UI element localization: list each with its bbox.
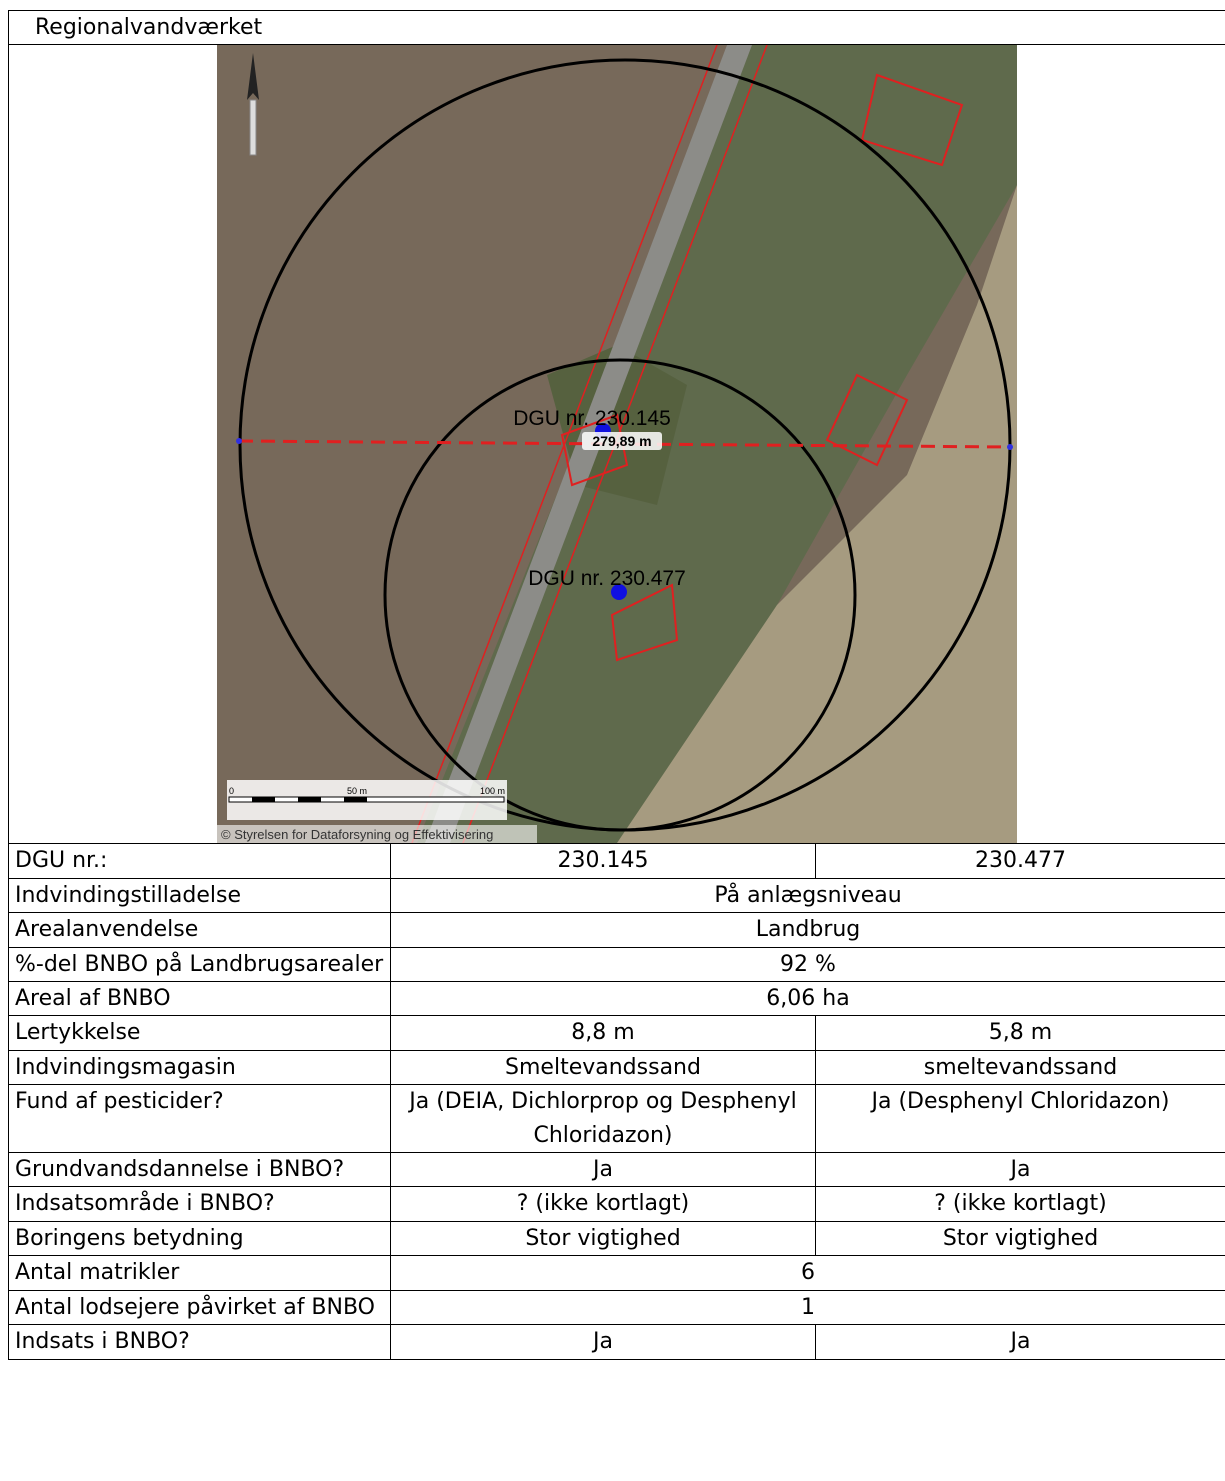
- cell-value: smeltevandssand: [815, 1049, 1225, 1086]
- map-cell: DGU nr. 230.145 279,89 m DGU nr. 230.477…: [8, 44, 1225, 845]
- well-dot: [611, 584, 627, 601]
- row-label: Antal lodsejere påvirket af BNBO: [8, 1289, 391, 1326]
- table-row: Indvindingstilladelse På anlægsniveau: [8, 877, 1225, 914]
- row-label: Indsats i BNBO?: [8, 1324, 391, 1360]
- table-row: Grundvandsdannelse i BNBO? Ja Ja: [8, 1152, 1225, 1188]
- table-row: Lertykkelse 8,8 m 5,8 m: [8, 1015, 1225, 1051]
- row-label: Antal matrikler: [8, 1255, 391, 1291]
- cell-value: Stor vigtighed: [390, 1220, 816, 1257]
- row-label: Grundvandsdannelse i BNBO?: [8, 1152, 391, 1188]
- table-row: Boringens betydning Stor vigtighed Stor vi…: [8, 1220, 1225, 1257]
- table-row: Areal af BNBO 6,06 ha: [8, 981, 1225, 1017]
- cell-value: Ja (Desphenyl Chloridazon): [815, 1084, 1225, 1154]
- cell-value: 8,8 m: [390, 1015, 816, 1051]
- cell-value: 6: [390, 1255, 1225, 1291]
- row-label: Boringens betydning: [8, 1220, 391, 1257]
- cell-value: Ja (DEIA, Dichlorprop og Desphenyl Chlor…: [390, 1084, 816, 1154]
- cell-value: Smeltevandssand: [390, 1049, 816, 1086]
- row-label: DGU nr.:: [8, 843, 391, 879]
- table-row: Antal matrikler 6: [8, 1255, 1225, 1291]
- row-label: Indsatsområde i BNBO?: [8, 1186, 391, 1222]
- info-table: Regionalvandværket DGU nr.: [8, 9, 1225, 1360]
- table-row: Indvindingsmagasin Smeltevandssand smeltev…: [8, 1049, 1225, 1086]
- cell-value: Stor vigtighed: [815, 1220, 1225, 1257]
- field-light: [617, 185, 1017, 844]
- row-label: Lertykkelse: [8, 1015, 391, 1051]
- cell-value: Ja: [390, 1324, 816, 1360]
- table-row: Indsatsområde i BNBO?? (ikke kortlagt)? …: [8, 1186, 1225, 1222]
- row-label: Indvindingsmagasin: [8, 1049, 391, 1086]
- table-row: DGU nr.: 230.145 230.477: [8, 843, 1225, 879]
- green-area: [417, 45, 1017, 844]
- well-label: DGU nr. 230.477: [528, 567, 686, 590]
- table-row: %-del BNBO på Landbrugsarealer 92 %: [8, 946, 1225, 983]
- cell-value: Ja: [390, 1152, 816, 1188]
- cell-value: ? (ikke kortlagt): [815, 1186, 1225, 1222]
- cell-value: 1: [390, 1289, 1225, 1326]
- table-row: Indsats i BNBO? Ja Ja: [8, 1324, 1225, 1360]
- cell-value: På anlægsniveau: [390, 877, 1225, 914]
- scale-label: 50 m: [347, 786, 367, 796]
- cell-value: Ja: [815, 1324, 1225, 1360]
- row-label: Arealanvendelse: [8, 912, 391, 948]
- row-label: Fund af pesticider?: [8, 1084, 391, 1154]
- scale-label: 100 m: [480, 786, 505, 796]
- row-label: Areal af BNBO: [8, 981, 391, 1017]
- cell-value: 92 %: [390, 946, 1225, 983]
- table-row: Antal lodsejere påvirket af BNBO 1: [8, 1289, 1225, 1326]
- north-arrow: [247, 53, 259, 101]
- cell-value: Landbrug: [390, 912, 1225, 948]
- scale-label: 0: [229, 786, 234, 796]
- row-label: %-del BNBO på Landbrugsarealer: [8, 946, 391, 983]
- cell-value: ? (ikke kortlagt): [390, 1186, 816, 1222]
- header-row: Regionalvandværket: [8, 9, 1225, 46]
- cell-value: 230.145: [390, 843, 816, 879]
- cell-value: 230.477: [815, 843, 1225, 879]
- cell-value: 6,06 ha: [390, 981, 1225, 1017]
- table-row: Arealanvendelse Landbrug: [8, 912, 1225, 948]
- map-row: DGU nr. 230.145 279,89 m DGU nr. 230.477…: [8, 44, 1225, 845]
- distance-label: 279,89 m: [592, 433, 651, 449]
- cell-value: Ja: [815, 1152, 1225, 1188]
- row-label: Indvindingstilladelse: [8, 877, 391, 914]
- table-row: Fund af pesticider? Ja (DEIA, Dichlorprop…: [8, 1084, 1225, 1154]
- well-label: DGU nr. 230.145: [513, 407, 671, 430]
- header-title: Regionalvandværket: [8, 9, 1225, 46]
- cell-value: 5,8 m: [815, 1015, 1225, 1051]
- copyright: © Styrelsen for Dataforsyning og Effekti…: [221, 827, 493, 842]
- map: DGU nr. 230.145 279,89 m DGU nr. 230.477…: [217, 45, 1017, 844]
